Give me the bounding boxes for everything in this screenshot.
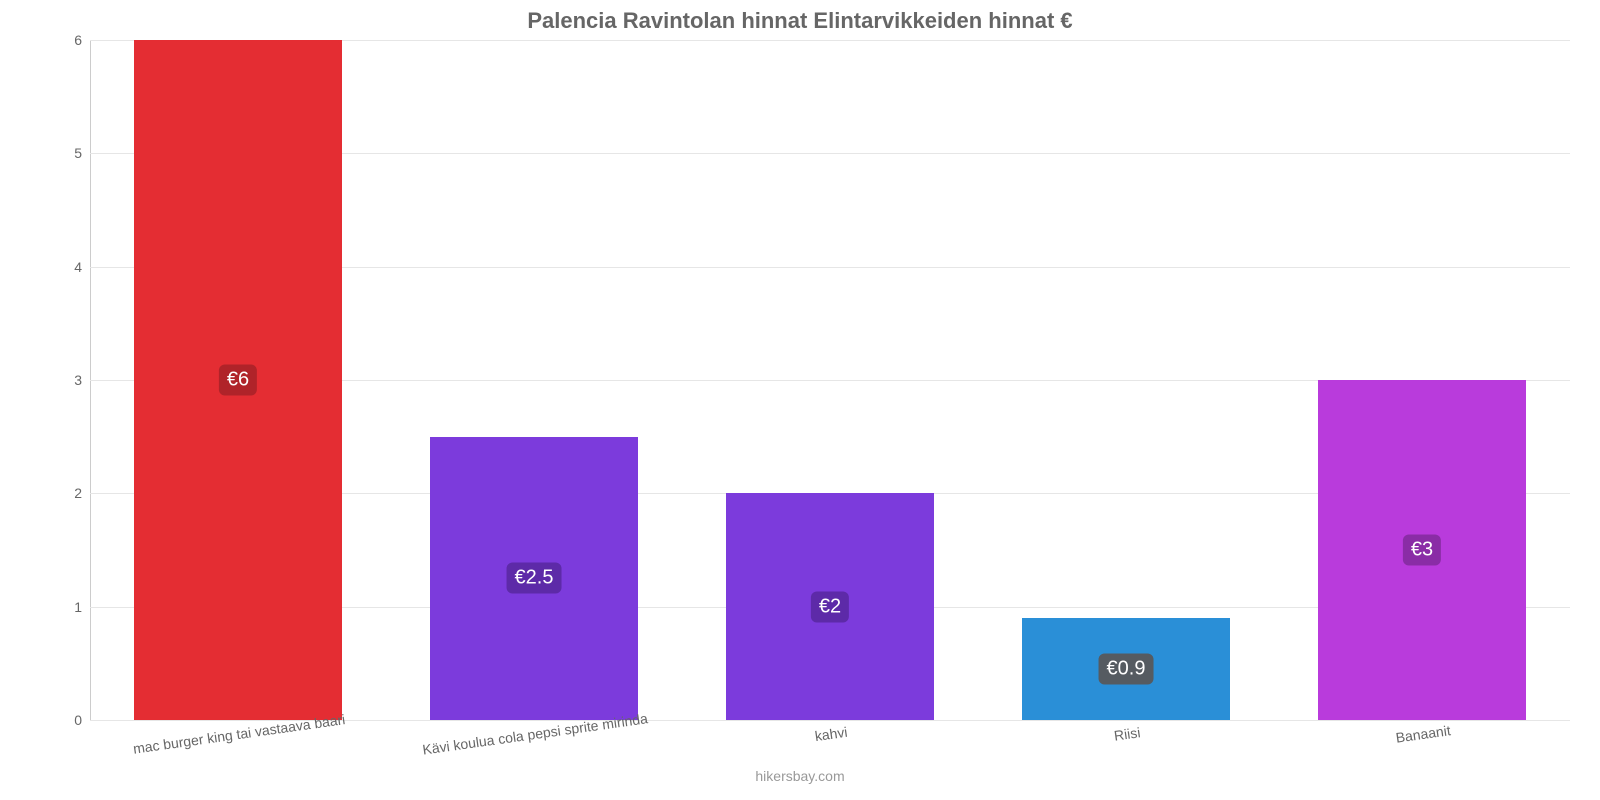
plot-area: 0123456€6mac burger king tai vastaava ba… <box>90 40 1570 720</box>
data-label: €3 <box>1403 535 1441 566</box>
x-tick-label: kahvi <box>814 724 849 744</box>
x-tick-label: Riisi <box>1113 724 1141 744</box>
x-tick-label: Banaanit <box>1395 722 1452 746</box>
data-label: €0.9 <box>1099 654 1154 685</box>
chart-title: Palencia Ravintolan hinnat Elintarvikkei… <box>0 8 1600 34</box>
y-tick-label: 4 <box>74 259 90 275</box>
y-tick-label: 2 <box>74 485 90 501</box>
price-bar-chart: Palencia Ravintolan hinnat Elintarvikkei… <box>0 0 1600 800</box>
attribution-text: hikersbay.com <box>0 768 1600 784</box>
y-tick-label: 1 <box>74 599 90 615</box>
data-label: €6 <box>219 365 257 396</box>
y-tick-label: 6 <box>74 32 90 48</box>
data-label: €2 <box>811 591 849 622</box>
y-tick-label: 5 <box>74 145 90 161</box>
data-label: €2.5 <box>507 563 562 594</box>
y-tick-label: 0 <box>74 712 90 728</box>
y-tick-label: 3 <box>74 372 90 388</box>
